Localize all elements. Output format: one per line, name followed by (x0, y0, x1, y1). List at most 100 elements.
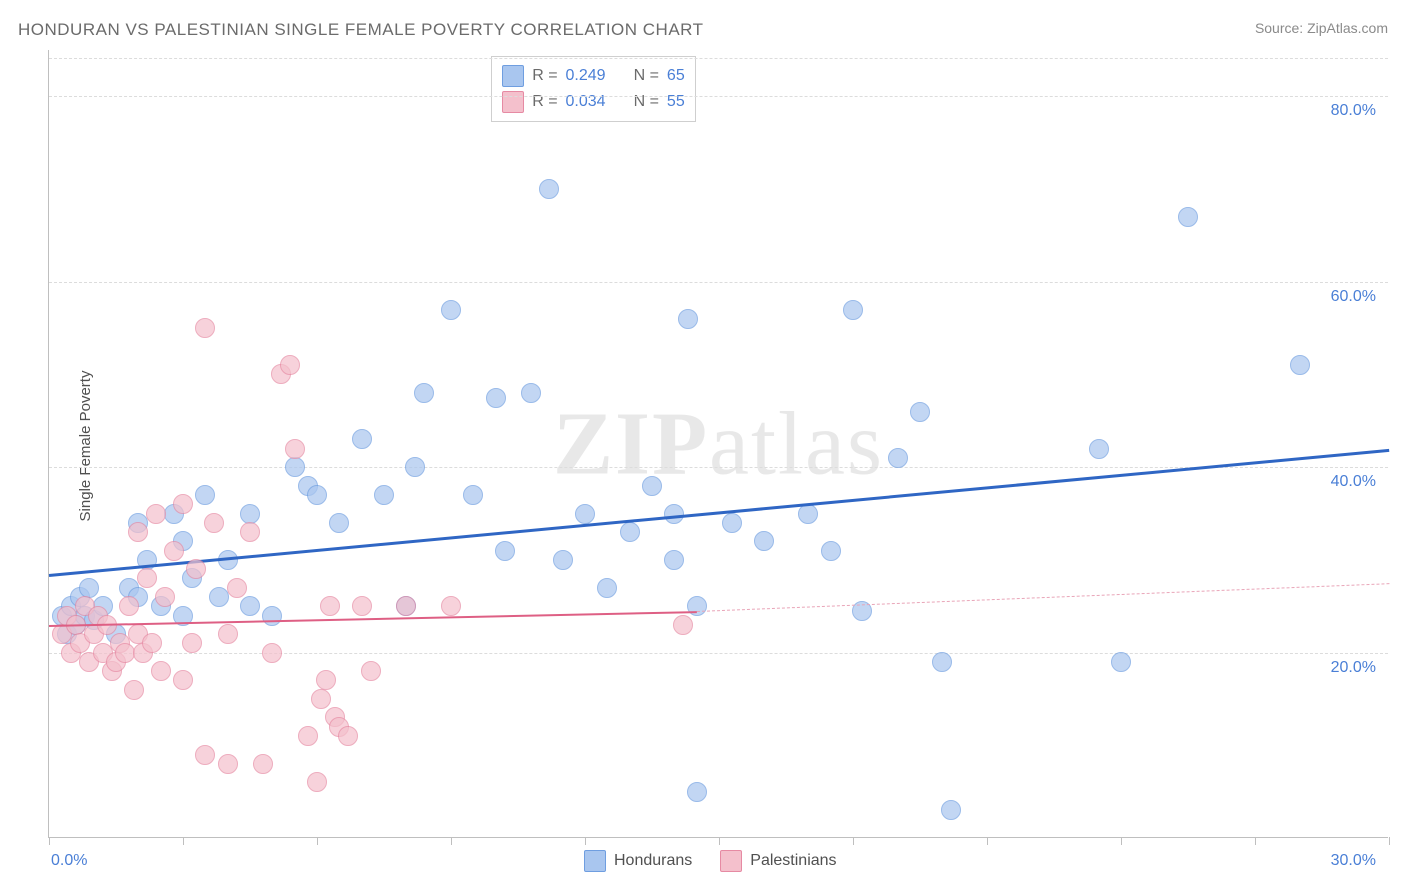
legend-row: R = 0.249 N = 65 (502, 63, 685, 89)
data-point (173, 670, 193, 690)
x-tick (183, 837, 184, 845)
data-point (128, 522, 148, 542)
data-point (888, 448, 908, 468)
x-tick (1255, 837, 1256, 845)
data-point (285, 439, 305, 459)
data-point (597, 578, 617, 598)
data-point (941, 800, 961, 820)
data-point (664, 504, 684, 524)
data-point (240, 522, 260, 542)
data-point (553, 550, 573, 570)
n-value: 65 (667, 67, 685, 85)
data-point (687, 782, 707, 802)
plot-area: ZIPatlas R = 0.249 N = 65 R =0.034N =55 20.0… (48, 50, 1388, 838)
data-point (307, 485, 327, 505)
correlation-legend: R = 0.249 N = 65 R =0.034N =55 (491, 56, 696, 122)
data-point (642, 476, 662, 496)
data-point (151, 661, 171, 681)
x-tick (585, 837, 586, 845)
data-point (280, 355, 300, 375)
data-point (414, 383, 434, 403)
x-tick (49, 837, 50, 845)
data-point (441, 300, 461, 320)
data-point (495, 541, 515, 561)
data-point (352, 429, 372, 449)
data-point (678, 309, 698, 329)
data-point (79, 578, 99, 598)
legend-swatch (502, 91, 524, 113)
data-point (142, 633, 162, 653)
data-point (240, 596, 260, 616)
x-tick (317, 837, 318, 845)
x-tick (1389, 837, 1390, 845)
data-point (146, 504, 166, 524)
trend-line (49, 611, 697, 627)
legend-label: Palestinians (750, 852, 836, 870)
data-point (338, 726, 358, 746)
data-point (1089, 439, 1109, 459)
data-point (298, 726, 318, 746)
data-point (932, 652, 952, 672)
data-point (164, 541, 184, 561)
x-tick-label: 0.0% (51, 852, 87, 870)
data-point (253, 754, 273, 774)
data-point (262, 606, 282, 626)
x-tick (451, 837, 452, 845)
data-point (209, 587, 229, 607)
n-label: N = (634, 67, 659, 85)
x-tick-label: 30.0% (1331, 852, 1376, 870)
data-point (539, 179, 559, 199)
data-point (186, 559, 206, 579)
data-point (843, 300, 863, 320)
legend-row: R =0.034N =55 (502, 89, 685, 115)
gridline (49, 653, 1388, 654)
data-point (910, 402, 930, 422)
legend-swatch (584, 850, 606, 872)
chart-container: HONDURAN VS PALESTINIAN SINGLE FEMALE PO… (0, 0, 1406, 892)
data-point (352, 596, 372, 616)
data-point (673, 615, 693, 635)
watermark: ZIPatlas (553, 392, 884, 495)
legend-swatch (502, 65, 524, 87)
data-point (119, 596, 139, 616)
r-label: R = (532, 67, 557, 85)
legend-item: Hondurans (584, 850, 692, 872)
data-point (821, 541, 841, 561)
data-point (1178, 207, 1198, 227)
data-point (124, 680, 144, 700)
r-value: 0.249 (566, 67, 606, 85)
data-point (329, 513, 349, 533)
data-point (664, 550, 684, 570)
legend-swatch (720, 850, 742, 872)
data-point (405, 457, 425, 477)
x-tick (987, 837, 988, 845)
data-point (441, 596, 461, 616)
trend-line (697, 583, 1389, 612)
watermark-bold: ZIP (553, 394, 709, 493)
data-point (195, 485, 215, 505)
data-point (311, 689, 331, 709)
y-tick-label: 80.0% (1331, 102, 1376, 120)
data-point (316, 670, 336, 690)
data-point (218, 624, 238, 644)
data-point (463, 485, 483, 505)
source-attribution: Source: ZipAtlas.com (1255, 20, 1388, 36)
data-point (195, 745, 215, 765)
data-point (521, 383, 541, 403)
x-tick (719, 837, 720, 845)
data-point (262, 643, 282, 663)
data-point (1111, 652, 1131, 672)
gridline (49, 58, 1388, 59)
data-point (240, 504, 260, 524)
data-point (486, 388, 506, 408)
data-point (374, 485, 394, 505)
data-point (396, 596, 416, 616)
y-tick-label: 20.0% (1331, 659, 1376, 677)
data-point (575, 504, 595, 524)
data-point (754, 531, 774, 551)
y-tick-label: 40.0% (1331, 473, 1376, 491)
data-point (182, 633, 202, 653)
data-point (155, 587, 175, 607)
gridline (49, 282, 1388, 283)
data-point (361, 661, 381, 681)
